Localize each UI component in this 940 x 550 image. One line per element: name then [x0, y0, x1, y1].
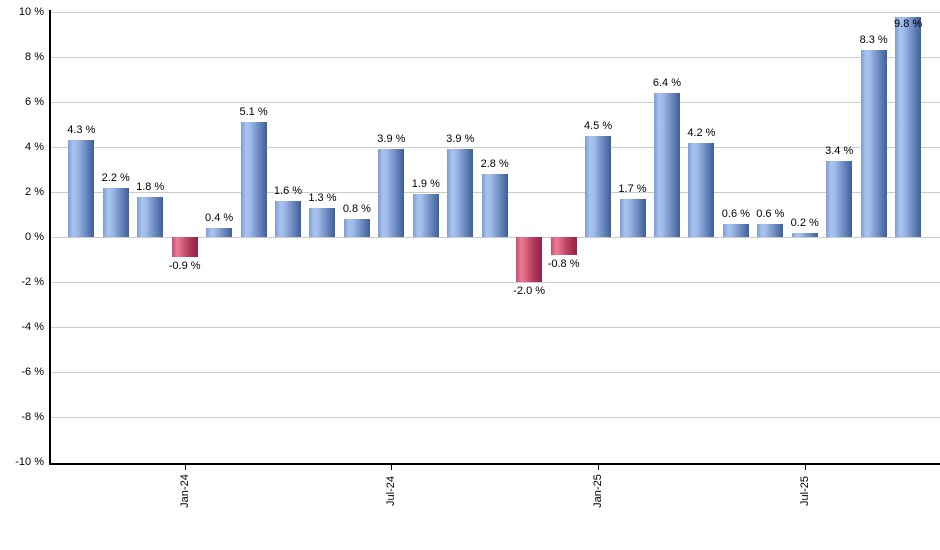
y-axis-tick-label: 8 %	[25, 51, 44, 63]
bar-value-label: 4.2 %	[687, 126, 716, 139]
gridline	[49, 372, 940, 373]
bar	[343, 219, 370, 237]
bar	[653, 93, 680, 237]
bar-value-label: 1.3 %	[308, 191, 337, 204]
x-axis-tick-label: Jul-24	[385, 476, 398, 506]
bar-value-label: 1.6 %	[273, 185, 303, 197]
gridline	[49, 102, 940, 103]
y-axis-tick-label: 4 %	[25, 141, 44, 153]
bar-value-label: 9.8 %	[894, 17, 923, 30]
y-axis-tick-label: -8 %	[21, 411, 44, 423]
bar	[275, 201, 301, 237]
bar-value-label: -2.0 %	[513, 285, 546, 297]
bar-value-label: -0.8 %	[547, 258, 580, 270]
gridline	[49, 417, 940, 418]
y-axis-line	[49, 10, 51, 465]
bar	[412, 194, 439, 237]
bar-value-label: 8.3 %	[859, 34, 888, 47]
bar-value-label: 3.4 %	[825, 144, 854, 157]
bar-value-label: 1.8 %	[136, 180, 165, 193]
y-axis-tick-label: -4 %	[21, 321, 44, 333]
x-axis-tick	[391, 463, 393, 470]
gridline	[49, 327, 940, 328]
bar	[757, 223, 784, 237]
y-axis-tick-label: 6 %	[25, 96, 44, 108]
bar-value-label: 3.9 %	[377, 133, 406, 146]
y-axis-tick-label: 0 %	[25, 231, 44, 243]
bar	[447, 149, 474, 237]
bar	[585, 135, 612, 237]
bar-value-label: 1.9 %	[411, 178, 440, 191]
gridline	[49, 147, 940, 148]
bar-value-label: 3.9 %	[446, 133, 475, 146]
bar	[68, 140, 95, 237]
y-axis-tick-label: -6 %	[21, 366, 44, 378]
bar-value-label: 4.3 %	[67, 124, 96, 137]
gridline	[49, 237, 940, 238]
bar-value-label: 5.1 %	[239, 106, 268, 119]
bar	[378, 149, 405, 237]
x-axis-tick	[184, 463, 186, 470]
gridline	[49, 282, 940, 283]
x-axis-tick-label: Jan-24	[178, 474, 191, 508]
bar-value-label: 2.2 %	[101, 171, 130, 184]
bar	[860, 50, 887, 237]
x-axis-line	[49, 463, 940, 465]
bar	[722, 223, 749, 237]
bar	[550, 237, 577, 255]
bar-value-label: 2.8 %	[480, 158, 509, 170]
bar	[309, 207, 336, 237]
bar-value-label: 0.2 %	[790, 216, 819, 229]
y-axis-tick-label: -10 %	[15, 456, 44, 468]
bar-value-label: 0.8 %	[342, 203, 371, 215]
bar	[791, 232, 818, 237]
bar	[688, 142, 715, 237]
gridline	[49, 57, 940, 58]
bar	[895, 16, 922, 237]
bar	[102, 187, 129, 237]
bar-value-label: 6.4 %	[652, 77, 681, 89]
y-axis-tick-label: 10 %	[18, 6, 44, 18]
bar	[619, 198, 646, 237]
bar	[137, 196, 164, 237]
y-axis-tick-label: -2 %	[21, 276, 44, 288]
x-axis-tick-label: Jul-25	[798, 476, 811, 506]
bar	[240, 122, 267, 237]
x-axis-tick	[598, 463, 600, 470]
bar-value-label: -0.9 %	[168, 260, 201, 273]
x-axis-tick-label: Jan-25	[592, 474, 605, 508]
bar	[481, 174, 508, 237]
bar	[516, 237, 543, 282]
bar	[171, 237, 198, 258]
bar-value-label: 1.7 %	[618, 182, 647, 195]
bar-value-label: 0.6 %	[721, 207, 750, 220]
y-axis-tick-label: 2 %	[25, 186, 44, 198]
bar	[826, 160, 853, 237]
bar-value-label: 4.5 %	[583, 119, 613, 132]
bar-value-label: 0.6 %	[756, 207, 785, 220]
bar	[206, 228, 233, 237]
x-axis-tick	[804, 463, 806, 470]
gridline	[49, 12, 940, 13]
bar-value-label: 0.4 %	[205, 212, 234, 224]
